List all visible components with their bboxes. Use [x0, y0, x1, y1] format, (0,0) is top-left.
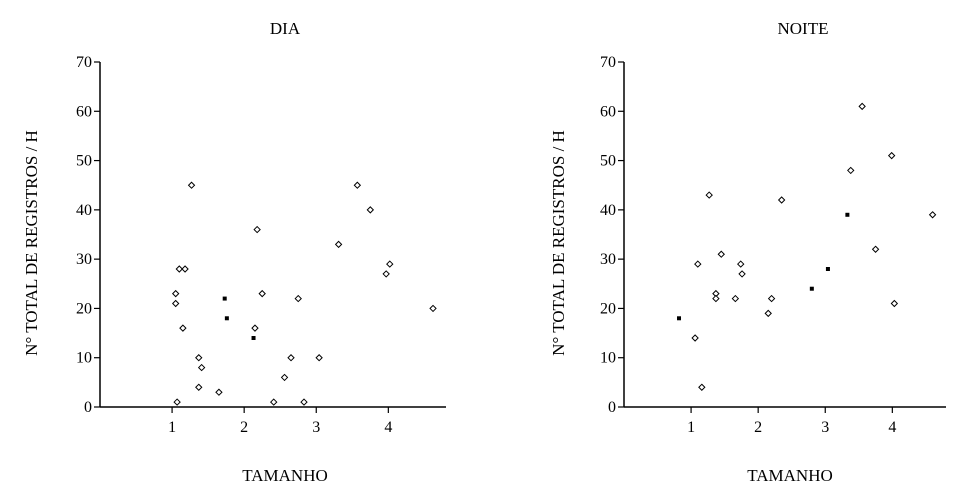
data-point-diamond: [195, 383, 203, 391]
data-point-diamond: [887, 151, 896, 160]
x-tick-label: 1: [168, 419, 176, 436]
data-point-diamond: [382, 270, 390, 278]
data-point-diamond: [181, 265, 189, 273]
data-point-diamond: [294, 294, 302, 303]
data-point-diamond: [300, 398, 308, 406]
y-tick-label: 10: [76, 350, 92, 367]
axes: 0 10 20 30 40 50 60 70 1 2 3 4: [76, 54, 446, 436]
x-tick-label: 2: [240, 419, 248, 436]
data-point-diamond: [738, 270, 746, 278]
y-tick-label: 30: [76, 251, 92, 268]
data-point-diamond: [253, 225, 261, 234]
y-tick-label: 30: [600, 251, 616, 268]
data-point-diamond: [287, 354, 295, 362]
data-point-diamond: [197, 363, 206, 372]
x-tick-label: 1: [687, 419, 695, 436]
x-tick-label: 2: [754, 419, 762, 436]
data-point-square: [224, 316, 229, 321]
y-tick-label: 50: [76, 153, 92, 170]
x-axis-label: TAMANHO: [242, 466, 328, 485]
data-point-square: [845, 212, 850, 217]
data-point-diamond: [694, 260, 702, 268]
y-tick-label: 60: [76, 103, 92, 120]
data-point-diamond: [890, 299, 899, 308]
data-point-square: [677, 316, 682, 321]
data-point-square: [809, 286, 814, 291]
data-point-diamond: [251, 324, 259, 332]
data-point-diamond: [280, 373, 289, 382]
data-point-diamond: [270, 398, 278, 406]
data-point-diamond: [175, 265, 183, 273]
y-tick-label: 0: [84, 399, 92, 416]
data-point-diamond: [386, 260, 394, 268]
data-point-diamond: [691, 334, 699, 342]
data-point-diamond: [731, 294, 740, 303]
data-point-diamond: [928, 211, 937, 219]
data-point-diamond: [847, 166, 855, 175]
data-point-diamond: [871, 245, 880, 253]
chart-panel-noite: NOITE TAMANHO N° TOTAL DE REGISTROS / H …: [549, 19, 946, 485]
data-point-diamond: [764, 309, 772, 318]
data-point-diamond: [705, 191, 713, 199]
data-point-diamond: [698, 383, 706, 391]
chart-title: DIA: [270, 19, 301, 38]
data-point-diamond: [171, 289, 180, 298]
data-point-diamond: [737, 260, 745, 268]
data-point-diamond: [215, 388, 223, 396]
chart-panel-dia: DIA TAMANHO N° TOTAL DE REGISTROS / H 0 1…: [22, 19, 446, 485]
y-axis-label: N° TOTAL DE REGISTROS / H: [22, 130, 41, 356]
data-point-diamond: [171, 299, 180, 308]
data-points: [677, 102, 937, 391]
data-point-diamond: [858, 102, 866, 111]
x-axis-label: TAMANHO: [747, 466, 833, 485]
x-tick-label: 4: [888, 419, 896, 436]
data-point-diamond: [777, 196, 786, 204]
data-point-diamond: [767, 294, 776, 303]
data-point-square: [825, 267, 830, 271]
x-tick-label: 3: [821, 419, 829, 436]
y-tick-label: 20: [76, 300, 92, 317]
y-tick-label: 40: [600, 202, 616, 219]
data-point-diamond: [366, 206, 375, 214]
data-point-diamond: [195, 354, 203, 362]
data-point-diamond: [179, 324, 187, 332]
y-tick-label: 70: [76, 54, 92, 71]
chart-title: NOITE: [778, 19, 829, 38]
data-point-diamond: [315, 354, 323, 362]
y-tick-label: 60: [600, 103, 616, 120]
axes: 0 10 20 30 40 50 60 70 1 2 3 4: [600, 54, 946, 436]
data-point-square: [222, 296, 227, 301]
y-tick-label: 20: [600, 300, 616, 317]
data-point-diamond: [353, 181, 362, 189]
y-tick-label: 50: [600, 153, 616, 170]
x-tick-label: 4: [384, 419, 392, 436]
y-tick-label: 70: [600, 54, 616, 71]
data-point-diamond: [334, 240, 343, 249]
y-tick-label: 0: [608, 399, 616, 416]
data-point-diamond: [717, 250, 725, 258]
data-points: [171, 181, 437, 406]
x-tick-label: 3: [312, 419, 320, 436]
y-tick-label: 10: [600, 350, 616, 367]
data-point-diamond: [258, 289, 266, 298]
data-point-square: [251, 336, 256, 340]
y-tick-label: 40: [76, 202, 92, 219]
data-point-diamond: [712, 294, 720, 303]
y-axis-label: N° TOTAL DE REGISTROS / H: [549, 130, 568, 356]
data-point-diamond: [173, 398, 181, 406]
data-point-diamond: [429, 304, 437, 313]
data-point-diamond: [187, 181, 196, 189]
